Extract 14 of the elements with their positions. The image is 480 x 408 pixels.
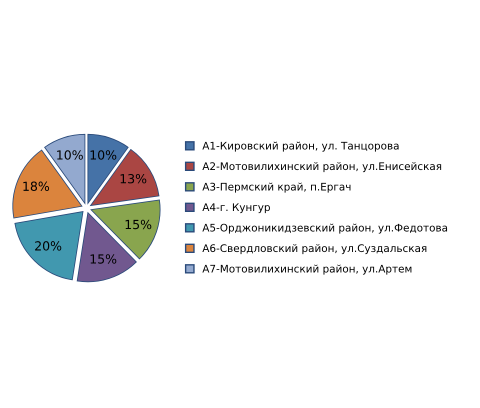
legend-label: A2-Мотовилихинский район, ул.Енисейская [202, 162, 442, 172]
data-label: 18% [23, 182, 50, 192]
legend-label: A1-Кировский район, ул. Танцорова [202, 142, 399, 152]
legend-label: A5-Орджоникидзевский район, ул.Федотова [202, 224, 448, 234]
legend-label: A7-Мотовилихинский район, ул.Артем [202, 264, 412, 275]
data-label: 20% [35, 241, 62, 251]
data-label: 13% [120, 174, 146, 184]
legend-label: A4-г. Кунгур [202, 203, 270, 214]
data-label: 15% [126, 220, 152, 230]
data-label: 15% [90, 254, 116, 264]
legend-label: A3-Пермский край, п.Ергач [202, 182, 350, 193]
data-label: 10% [90, 150, 116, 160]
data-label: 10% [57, 150, 83, 160]
legend-label: A6-Свердловский район, ул.Суздальская [202, 244, 426, 254]
